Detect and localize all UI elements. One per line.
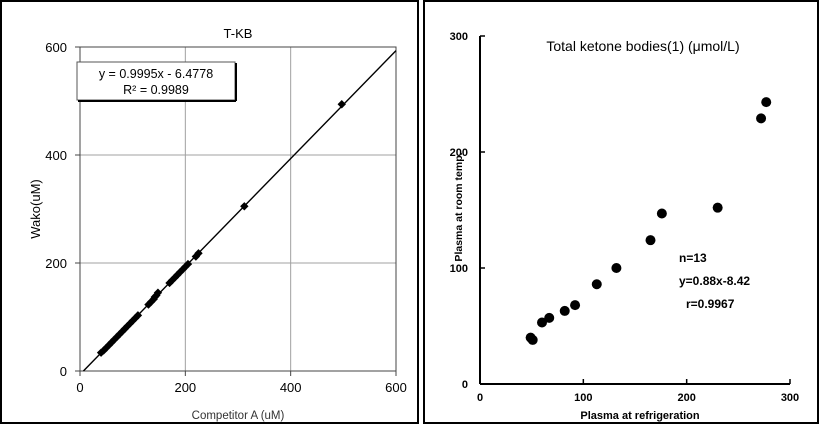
right-y-tick-labels: 0 100 200 300 — [450, 31, 468, 391]
left-x-tick-label: 0 — [76, 380, 83, 395]
left-data-point — [153, 288, 163, 297]
right-data-point — [527, 334, 538, 345]
right-stats-n: n=13 — [679, 251, 707, 265]
right-chart-title: Total ketone bodies(1) (μmol/L) — [546, 38, 739, 54]
left-equation-box — [76, 61, 236, 101]
left-y-tick-label: 400 — [45, 148, 67, 163]
left-y-tick-label: 0 — [60, 364, 67, 379]
right-data-point — [537, 317, 547, 328]
left-x-tick-labels: 0 200 400 600 — [76, 380, 406, 395]
left-equation-text: y = 0.9995x - 6.4778 — [99, 67, 213, 81]
left-data-point — [133, 311, 143, 320]
right-data-point — [544, 312, 555, 323]
right-x-axis-label: Plasma at refrigeration — [580, 410, 699, 422]
left-y-axis-label: Wako(uM) — [28, 179, 43, 238]
left-plot-area — [79, 46, 397, 372]
right-data-point — [559, 305, 570, 316]
right-x-tick-label: 0 — [477, 392, 483, 404]
left-data-point — [183, 259, 193, 269]
right-data-point — [611, 263, 622, 273]
right-y-tick-label: 0 — [462, 379, 468, 391]
left-data-point — [96, 348, 106, 357]
left-data-points — [96, 100, 346, 357]
right-tick-marks — [479, 35, 791, 385]
left-data-point — [194, 249, 203, 258]
right-x-tick-label: 300 — [781, 392, 799, 404]
right-y-tick-label: 100 — [450, 263, 468, 275]
right-stats-r: r=0.9967 — [686, 297, 735, 311]
left-y-tick-label: 200 — [45, 256, 67, 271]
left-data-point — [99, 346, 108, 355]
right-data-point — [591, 279, 602, 290]
right-data-point — [712, 202, 723, 213]
right-x-tick-label: 100 — [574, 392, 592, 404]
right-data-point — [645, 235, 656, 246]
left-chart-title: T-KB — [224, 26, 253, 41]
left-y-tick-label: 600 — [45, 40, 67, 55]
left-y-tick-labels: 0 200 400 600 — [45, 40, 67, 379]
left-x-axis-label: Competitor A (uM) — [192, 410, 285, 422]
right-y-tick-label: 300 — [450, 31, 468, 43]
right-data-point — [656, 208, 667, 219]
right-data-point — [761, 97, 772, 108]
left-x-tick-label: 400 — [280, 380, 302, 395]
right-data-point — [756, 113, 767, 124]
right-data-points — [525, 97, 772, 345]
right-x-tick-labels: 0 100 200 300 — [477, 392, 799, 404]
left-x-tick-label: 200 — [174, 380, 196, 395]
right-y-tick-label: 200 — [450, 147, 468, 159]
left-data-point — [107, 338, 116, 347]
left-data-point — [240, 202, 249, 211]
right-data-point — [570, 300, 581, 311]
left-x-tick-label: 600 — [385, 380, 407, 395]
left-data-point — [337, 100, 346, 109]
right-x-tick-label: 200 — [677, 392, 695, 404]
left-r2-text: R² = 0.9989 — [123, 83, 189, 97]
right-panel-frame — [423, 0, 819, 424]
right-stats-equation: y=0.88x-8.42 — [679, 274, 750, 288]
right-y-axis-label: Plasma at room temp. — [453, 152, 465, 261]
